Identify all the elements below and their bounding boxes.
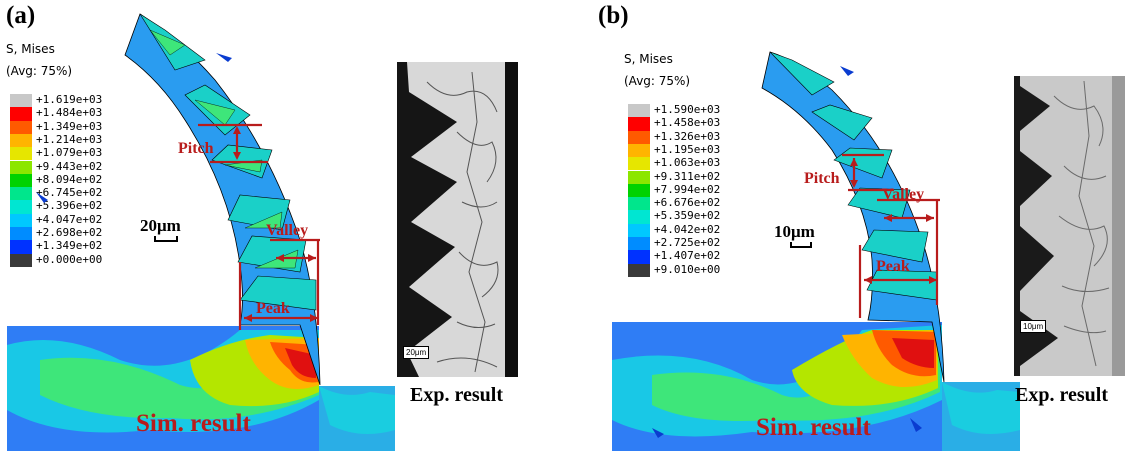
simulation-contour	[7, 13, 395, 451]
legend-value: +1.590e+03	[654, 103, 721, 116]
legend-value: +7.994e+02	[654, 182, 721, 196]
legend-value: +4.047e+02	[36, 212, 103, 226]
exp-result-label: Exp. result	[410, 384, 503, 406]
legend-value: +5.396e+02	[36, 199, 103, 213]
legend-swatch	[10, 227, 32, 241]
scale-label: 20μm	[140, 216, 181, 235]
legend-swatch	[10, 160, 32, 174]
panel-a: (a) S, Mises (Avg: 75%) +1.619e+03 +1.484…	[0, 0, 560, 451]
legend-value: +1.195e+03	[654, 142, 721, 156]
micrograph-image	[397, 62, 518, 377]
simulation-contour	[612, 51, 1020, 451]
valley-label: Valley	[882, 186, 925, 203]
scale-label: 10μm	[774, 222, 815, 241]
legend-swatch	[628, 143, 650, 158]
legend-value: +1.484e+03	[36, 106, 103, 120]
panel-b: (b) S, Mises (Avg: 75%) +1.590e+03 +1.458…	[572, 0, 1132, 451]
experiment-micrograph: 20μm	[397, 62, 518, 377]
legend-value: +1.349e+03	[36, 119, 103, 133]
peak-label: Peak	[876, 258, 910, 275]
scale-bar	[154, 236, 178, 242]
legend-swatch	[10, 173, 32, 188]
sim-result-label: Sim. result	[136, 410, 251, 437]
legend-swatch	[10, 200, 32, 214]
legend-swatch	[628, 197, 650, 211]
sim-result-label: Sim. result	[756, 414, 871, 441]
legend-swatch	[10, 107, 32, 121]
legend-swatch	[628, 117, 650, 131]
legend-swatch	[10, 147, 32, 161]
legend-swatch	[628, 183, 650, 198]
legend-title: S, Mises (Avg: 75%)	[6, 42, 73, 78]
legend-value: +2.725e+02	[654, 236, 721, 249]
legend-swatch	[628, 170, 650, 184]
legend-value: +8.094e+02	[36, 172, 103, 186]
legend-value: +2.698e+02	[36, 226, 103, 239]
legend-swatch	[628, 237, 650, 251]
legend-swatch	[10, 94, 32, 108]
exp-result-label: Exp. result	[1015, 384, 1108, 406]
legend-value: +1.458e+03	[654, 116, 721, 130]
legend-value: +1.407e+02	[654, 249, 721, 263]
legend-value: +1.326e+03	[654, 129, 721, 143]
legend-swatch	[10, 187, 32, 201]
legend-swatch	[628, 104, 650, 118]
panel-label: (a)	[6, 2, 36, 29]
legend-value: +0.000e+00	[36, 252, 103, 266]
peak-label: Peak	[256, 300, 290, 317]
legend-swatch	[10, 120, 32, 134]
legend-value: +6.676e+02	[654, 196, 721, 210]
legend-swatch	[628, 223, 650, 237]
legend-swatch	[628, 210, 650, 224]
legend-swatch	[628, 130, 650, 144]
legend-value: +5.359e+02	[654, 209, 721, 223]
panel-label: (b)	[598, 2, 629, 29]
legend-value: +1.619e+03	[36, 93, 103, 106]
legend-value: +1.063e+03	[654, 156, 721, 170]
experiment-micrograph: 10μm	[1014, 76, 1125, 376]
pitch-label: Pitch	[804, 170, 840, 187]
legend-title: S, Mises (Avg: 75%)	[624, 52, 691, 88]
legend-value: +1.349e+02	[36, 239, 103, 253]
valley-label: Valley	[266, 222, 309, 239]
legend-value: +9.010e+00	[654, 262, 721, 276]
legend-value: +4.042e+02	[654, 222, 721, 236]
micrograph-scale: 20μm	[403, 346, 430, 359]
pitch-label: Pitch	[178, 140, 214, 157]
legend-value: +9.443e+02	[36, 159, 103, 173]
scale-bar	[790, 242, 812, 248]
legend-swatch	[628, 157, 650, 171]
legend-value: +6.745e+02	[36, 186, 103, 200]
legend-value: +9.311e+02	[654, 169, 721, 183]
legend-swatch	[628, 250, 650, 264]
legend-swatch	[10, 253, 32, 267]
legend-swatch	[10, 133, 32, 148]
legend-swatch	[10, 240, 32, 254]
legend-value: +1.079e+03	[36, 146, 103, 160]
legend-value: +1.214e+03	[36, 132, 103, 146]
legend-swatch	[10, 213, 32, 227]
legend-swatch	[628, 263, 650, 277]
micrograph-scale: 10μm	[1020, 320, 1047, 333]
